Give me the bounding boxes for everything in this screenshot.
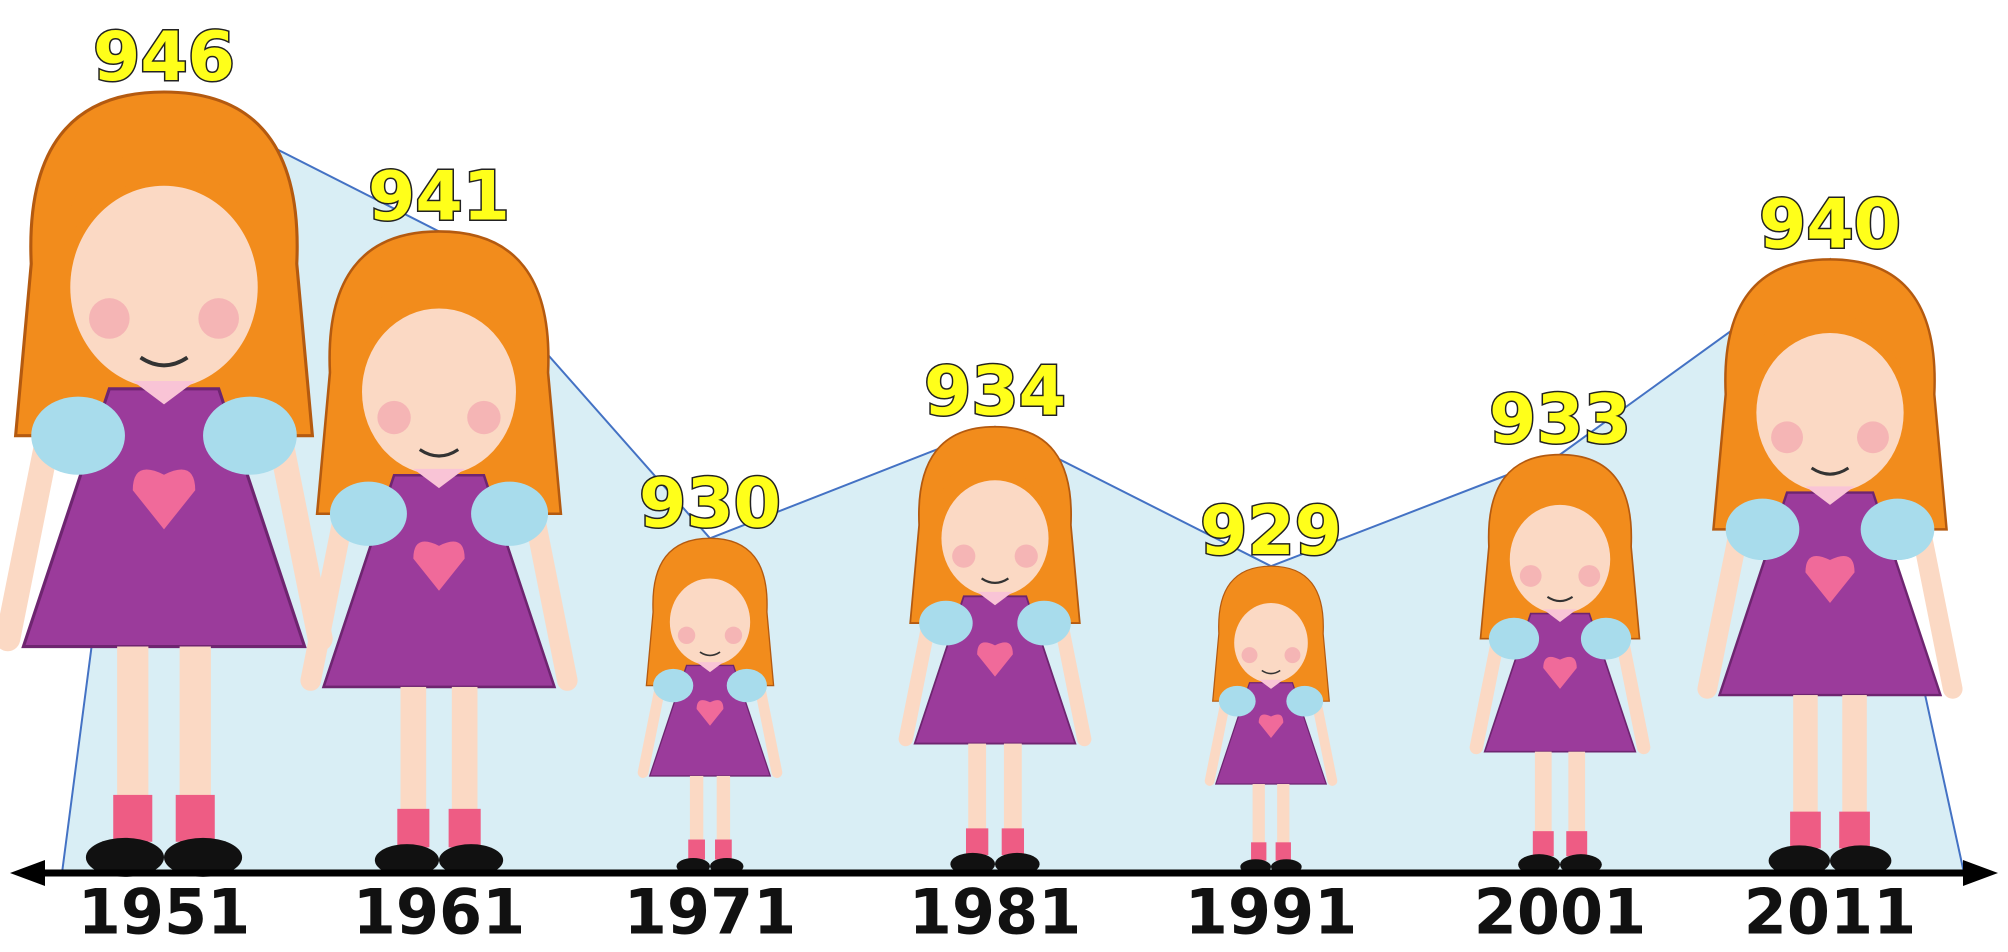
x-tick-label: 1991: [1185, 875, 1358, 948]
value-label: 941: [368, 157, 510, 236]
value-label: 946: [93, 18, 235, 97]
plot: [8, 92, 1964, 877]
value-label: 934: [924, 353, 1066, 432]
x-tick-label: 1951: [78, 875, 251, 948]
x-tick-label: 1971: [624, 875, 797, 948]
value-label: 940: [1759, 185, 1901, 264]
x-tick-label: 1961: [353, 875, 526, 948]
value-label: 929: [1200, 492, 1342, 571]
x-tick-label: 2001: [1474, 875, 1647, 948]
value-label: 930: [639, 464, 781, 543]
x-tick-label: 2011: [1744, 875, 1917, 948]
chart: 946 1951 941 1961 930 1971 934 1981 929 1991 933 20…: [0, 0, 2008, 952]
value-label: 933: [1489, 381, 1631, 460]
x-tick-label: 1981: [909, 875, 1082, 948]
